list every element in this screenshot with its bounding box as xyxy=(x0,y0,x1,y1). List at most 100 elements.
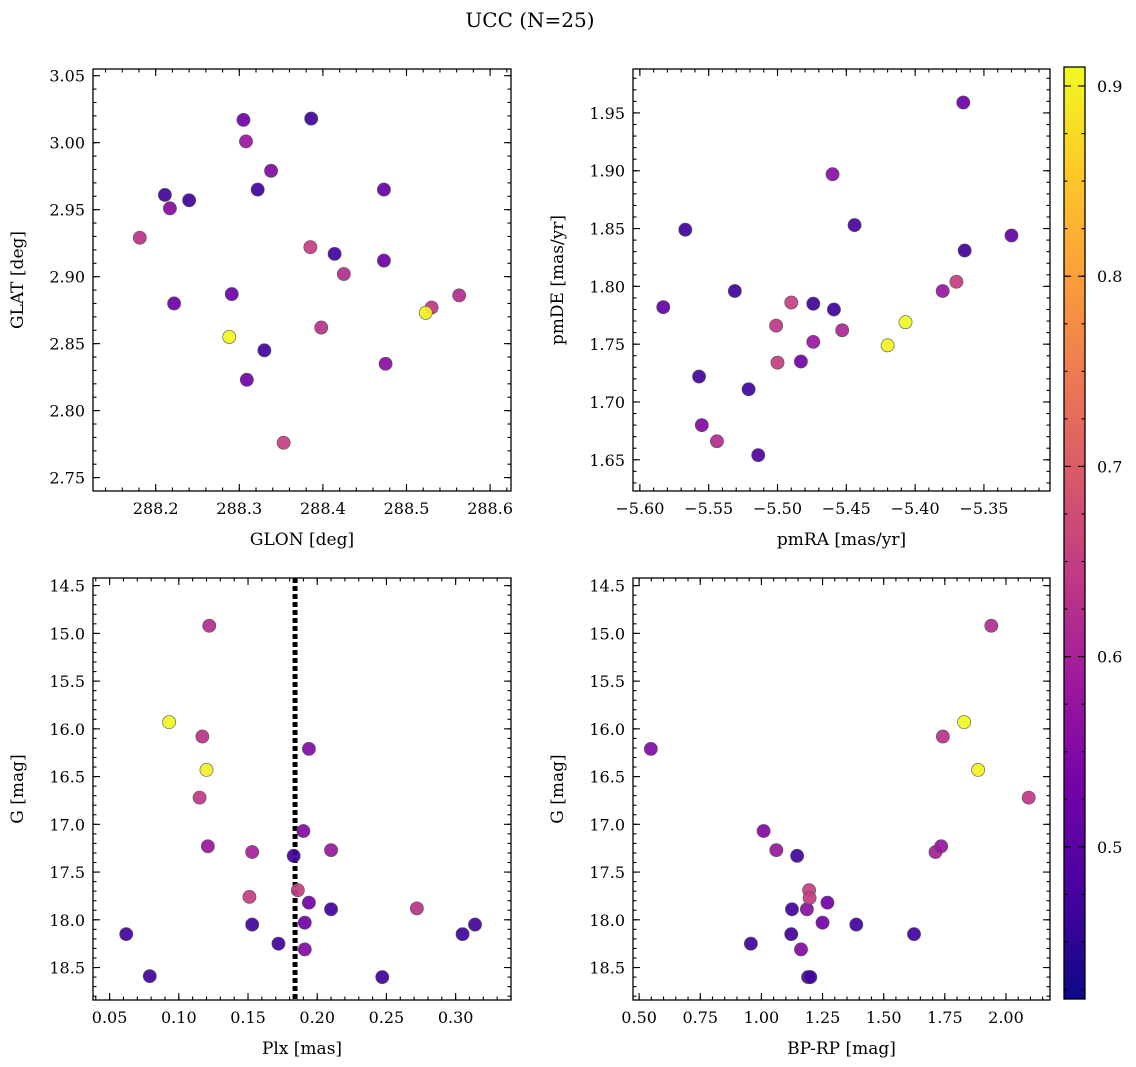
scatter-point xyxy=(741,382,756,397)
scatter-point xyxy=(195,729,210,744)
scatter-point xyxy=(468,917,482,932)
scatter-point xyxy=(375,970,390,984)
y-tick-label: 15.5 xyxy=(49,672,85,691)
scatter-panel-4: 0.50 0.75 1.00 1.25 1.50 1.75 2.00 14.5 15.0 15.5… xyxy=(548,577,1051,1059)
scatter-point xyxy=(119,927,134,942)
x-tick-label: 288.4 xyxy=(300,499,346,518)
colorbar-tick-label: 0.8 xyxy=(1097,267,1122,286)
y-tick-label: 1.80 xyxy=(589,277,625,296)
scatter-point xyxy=(907,927,921,942)
scatter-point xyxy=(656,300,671,315)
y-tick-label: 16.0 xyxy=(49,720,85,739)
scatter-point xyxy=(452,288,467,303)
scatter-point xyxy=(935,284,950,298)
scatter-point xyxy=(296,824,311,838)
scatter-point xyxy=(377,253,391,268)
scatter-point xyxy=(820,895,835,910)
scatter-point xyxy=(324,843,338,858)
axes-frame xyxy=(632,577,1051,1001)
scatter-point xyxy=(302,742,316,756)
scatter-point xyxy=(694,418,709,432)
colorbar-tick-label: 0.5 xyxy=(1097,838,1122,857)
scatter-point xyxy=(276,435,291,450)
scatter-point xyxy=(849,917,864,932)
scatter-point xyxy=(957,243,972,258)
scatter-point xyxy=(643,742,658,756)
y-tick-label: 18.0 xyxy=(49,911,85,930)
y-tick-label: 3.00 xyxy=(49,134,85,153)
scatter-point xyxy=(847,218,862,232)
scatter-point xyxy=(455,927,470,942)
scatter-point xyxy=(743,936,758,951)
scatter-point xyxy=(264,163,278,178)
scatter-point xyxy=(257,343,272,358)
scatter-point xyxy=(222,330,237,344)
x-tick-label: 1.00 xyxy=(744,1008,780,1027)
y-tick-label: 1.75 xyxy=(589,335,625,354)
y-tick-label: 18.0 xyxy=(589,911,625,930)
scatter-point xyxy=(290,883,305,898)
x-tick-label: −5.50 xyxy=(753,499,802,518)
scatter-point xyxy=(286,848,301,863)
colorbar-tick-label: 0.7 xyxy=(1097,457,1122,476)
scatter-point xyxy=(242,889,257,904)
x-axis-label: Plx [mas] xyxy=(262,1039,342,1059)
scatter-point xyxy=(314,320,329,335)
x-tick-label: 0.20 xyxy=(299,1008,335,1027)
x-tick-label: 288.2 xyxy=(133,499,179,518)
y-tick-label: 14.5 xyxy=(589,577,625,596)
y-tick-label: 15.0 xyxy=(49,624,85,643)
scatter-point xyxy=(157,188,172,202)
scatter-point xyxy=(1021,790,1036,805)
scatter-point xyxy=(224,287,239,301)
scatter-point xyxy=(167,296,181,311)
colorbar-frame xyxy=(1063,66,1086,1000)
scatter-point xyxy=(784,295,799,310)
y-axis-label: G [mag] xyxy=(548,754,568,823)
scatter-point xyxy=(806,296,821,311)
scatter-point xyxy=(790,848,805,863)
scatter-point xyxy=(802,890,817,905)
x-tick-label: 288.6 xyxy=(467,499,513,518)
y-tick-label: 1.90 xyxy=(589,162,625,181)
scatter-point xyxy=(678,222,693,237)
scatter-point xyxy=(200,839,215,854)
scatter-point xyxy=(880,338,895,353)
scatter-point xyxy=(769,318,784,333)
scatter-point xyxy=(898,315,913,330)
scatter-point xyxy=(806,334,821,349)
scatter-point xyxy=(785,902,799,917)
scatter-point xyxy=(163,201,177,216)
scatter-point xyxy=(303,240,318,255)
x-tick-label: 0.15 xyxy=(230,1008,266,1027)
x-tick-label: −5.60 xyxy=(615,499,664,518)
scatter-point xyxy=(297,915,312,930)
scatter-point xyxy=(803,970,818,984)
scatter-point xyxy=(984,618,999,633)
scatter-point xyxy=(327,246,342,261)
x-tick-label: 0.30 xyxy=(438,1008,474,1027)
scatter-point xyxy=(949,274,964,289)
y-tick-label: 3.05 xyxy=(49,67,85,86)
scatter-point xyxy=(827,302,841,317)
y-tick-label: 16.5 xyxy=(589,768,625,787)
y-tick-label: 17.5 xyxy=(49,863,85,882)
x-tick-label: 1.75 xyxy=(927,1008,963,1027)
scatter-point xyxy=(934,839,949,854)
x-tick-label: 0.50 xyxy=(621,1008,657,1027)
scatter-panels: 288.2 288.3 288.4 288.5 288.6 2.75 2.80 2.85 2.9… xyxy=(8,67,1051,1059)
x-tick-label: −5.40 xyxy=(891,499,940,518)
y-tick-label: 1.65 xyxy=(589,451,625,470)
scatter-panel-1: 288.2 288.3 288.4 288.5 288.6 2.75 2.80 2.85 2.9… xyxy=(8,67,513,550)
scatter-point xyxy=(239,372,254,387)
x-tick-label: 1.25 xyxy=(805,1008,841,1027)
x-tick-label: −5.45 xyxy=(822,499,871,518)
scatter-point xyxy=(245,845,260,859)
scatter-point xyxy=(971,763,985,777)
x-tick-label: 0.25 xyxy=(369,1008,405,1027)
scatter-point xyxy=(192,790,207,805)
y-tick-label: 2.90 xyxy=(49,268,85,287)
scatter-point xyxy=(769,843,784,858)
x-axis-label: GLON [deg] xyxy=(250,530,354,550)
